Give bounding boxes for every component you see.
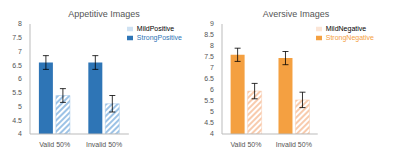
svg-text:6.5: 6.5 <box>204 75 214 82</box>
html-text:Aversive Images: Aversive Images <box>262 9 330 19</box>
html-text:Appetitive Images: Appetitive Images <box>68 9 140 19</box>
svg-text:7: 7 <box>210 64 214 71</box>
svg-text:4.5: 4.5 <box>204 119 214 126</box>
svg-text:6.5: 6.5 <box>12 62 22 69</box>
html-text:StrongPositive: StrongPositive <box>136 34 182 41</box>
svg-text:Valid 50%: Valid 50% <box>230 141 261 148</box>
svg-text:6: 6 <box>18 75 22 82</box>
svg-text:Invalid 50%: Invalid 50% <box>276 141 312 148</box>
svg-text:4: 4 <box>18 130 22 137</box>
svg-text:4.5: 4.5 <box>12 117 22 124</box>
svg-text:7.5: 7.5 <box>204 53 214 60</box>
html-text:StrongNegative: StrongNegative <box>325 34 374 41</box>
svg-text:8.5: 8.5 <box>204 31 214 38</box>
svg-text:9: 9 <box>210 20 214 27</box>
svg-text:7: 7 <box>18 48 22 55</box>
svg-text:5: 5 <box>210 108 214 115</box>
svg-text:5.5: 5.5 <box>204 97 214 104</box>
svg-text:7.5: 7.5 <box>12 34 22 41</box>
html-text:MildNegative: MildNegative <box>325 25 367 32</box>
html-text:MildPositive: MildPositive <box>136 25 175 32</box>
svg-text:5.5: 5.5 <box>12 89 22 96</box>
svg-text:6: 6 <box>210 86 214 93</box>
svg-text:8: 8 <box>18 20 22 27</box>
svg-text:8: 8 <box>210 42 214 49</box>
svg-text:4: 4 <box>210 130 214 137</box>
svg-text:5: 5 <box>18 103 22 110</box>
svg-text:Invalid 50%: Invalid 50% <box>86 141 122 148</box>
svg-text:Valid 50%: Valid 50% <box>39 141 70 148</box>
